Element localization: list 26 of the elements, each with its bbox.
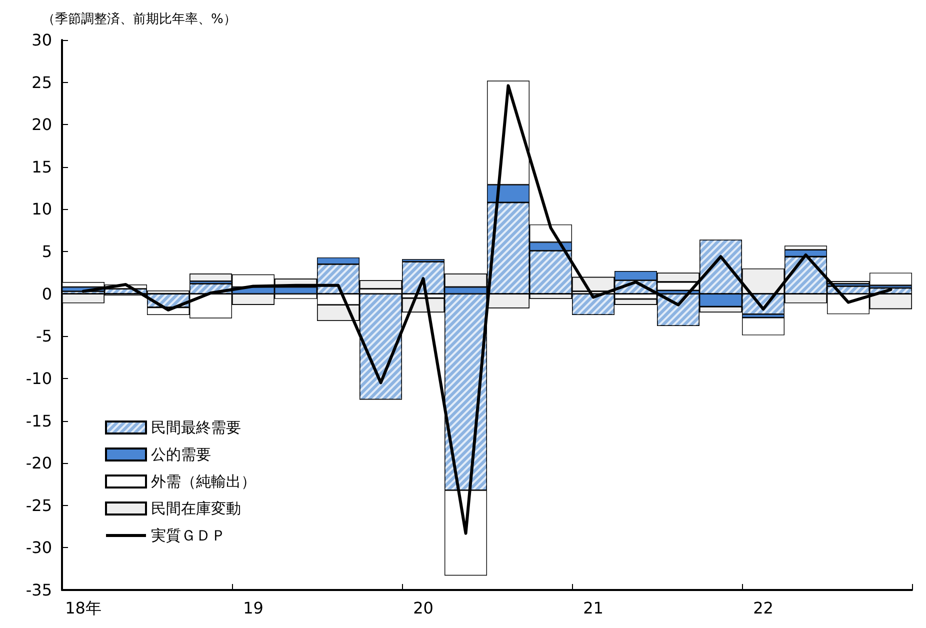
legend-label: 民間在庫変動 [151, 500, 241, 518]
x-tick-label: 22 [753, 598, 774, 618]
y-tick-label: -10 [26, 368, 52, 388]
y-tick-label: 5 [42, 242, 52, 262]
x-tick-label: 19 [243, 598, 264, 618]
y-tick-label: 25 [32, 72, 52, 92]
y-tick-label: -5 [36, 326, 52, 346]
y-tick-label: 30 [32, 30, 52, 50]
y-tick-label: 15 [32, 157, 52, 176]
legend-label: 民間最終需要 [151, 418, 241, 436]
bar [742, 318, 784, 336]
legend-label: 実質ＧＤＰ [151, 526, 226, 544]
x-tick-label: 20 [413, 598, 434, 618]
y-axis-title: （季節調整済、前期比年率、%） [42, 11, 236, 27]
x-tick-label: 21 [583, 598, 604, 618]
y-tick-label: -25 [26, 496, 52, 515]
y-tick-label: -30 [26, 538, 52, 558]
legend-label: 外需（純輸出） [151, 472, 256, 490]
y-tick-label: -35 [26, 580, 52, 600]
y-tick-label: 10 [32, 200, 52, 219]
y-tick-label: 20 [32, 115, 52, 134]
legend-label: 公的需要 [151, 446, 211, 464]
x-tick-label: 18年 [65, 598, 102, 618]
y-tick-label: 0 [42, 284, 52, 304]
y-tick-label: -20 [26, 454, 52, 473]
y-tick-label: -15 [26, 411, 52, 430]
